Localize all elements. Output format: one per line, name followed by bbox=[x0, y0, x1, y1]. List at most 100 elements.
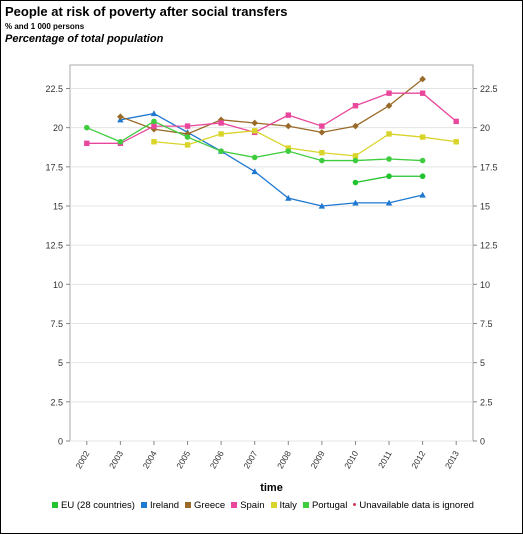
legend-item-greece: Greece bbox=[185, 500, 225, 511]
data-point-portugal bbox=[419, 157, 426, 164]
data-point-ireland bbox=[352, 199, 359, 206]
x-tick-label: 2002 bbox=[73, 449, 91, 471]
y-tick-label-right: 12.5 bbox=[480, 241, 498, 251]
y-tick-label: 7.5 bbox=[50, 319, 63, 329]
legend-item-italy: Italy bbox=[270, 500, 297, 511]
chart-subtitle: % and 1 000 persons bbox=[5, 22, 85, 31]
data-point-greece bbox=[251, 119, 259, 127]
y-tick-label: 5 bbox=[58, 358, 63, 368]
x-tick-label: 2012 bbox=[409, 449, 427, 471]
data-point-ireland bbox=[285, 194, 292, 201]
data-point-portugal bbox=[218, 148, 224, 154]
y-tick-label: 20 bbox=[53, 123, 63, 133]
chart-title: People at risk of poverty after social t… bbox=[5, 4, 288, 19]
legend-swatch bbox=[185, 502, 192, 508]
y-tick-label-right: 7.5 bbox=[480, 319, 493, 329]
chart-legend: EU (28 countries) Ireland Greece Spain Italy… bbox=[0, 500, 523, 511]
data-point-eu-28-countries bbox=[386, 173, 392, 180]
data-point-eu-28-countries bbox=[352, 179, 359, 186]
data-point-greece bbox=[284, 122, 292, 130]
data-point-spain bbox=[184, 123, 191, 129]
x-tick-label: 2007 bbox=[241, 449, 259, 471]
legend-note: Unavailable data is ignored bbox=[353, 500, 474, 511]
legend-swatch bbox=[302, 502, 309, 508]
legend-swatch bbox=[270, 502, 277, 508]
data-point-spain bbox=[151, 123, 157, 129]
data-point-italy bbox=[386, 131, 392, 137]
y-tick-label-right: 2.5 bbox=[480, 397, 493, 407]
legend-swatch bbox=[231, 502, 238, 508]
data-point-italy bbox=[218, 131, 224, 137]
legend-label: Spain bbox=[240, 500, 265, 511]
data-point-greece bbox=[184, 130, 191, 138]
data-point-portugal bbox=[319, 157, 325, 164]
x-tick-label: 2003 bbox=[107, 449, 125, 471]
data-point-spain bbox=[285, 112, 291, 118]
y-tick-label: 2.5 bbox=[50, 397, 63, 407]
data-point-italy bbox=[285, 145, 291, 151]
x-tick-label: 2013 bbox=[443, 449, 461, 471]
y-tick-label: 0 bbox=[58, 437, 63, 447]
x-axis-title: time bbox=[260, 482, 283, 494]
data-point-greece bbox=[419, 75, 426, 83]
plot-area bbox=[69, 64, 474, 442]
y-tick-label-right: 5 bbox=[480, 358, 485, 368]
data-point-italy bbox=[252, 128, 258, 134]
data-point-portugal bbox=[184, 134, 191, 140]
legend-label: Italy bbox=[279, 500, 297, 511]
data-point-italy bbox=[419, 134, 426, 140]
y-tick-label: 22.5 bbox=[45, 84, 63, 94]
data-point-greece bbox=[385, 102, 393, 110]
x-tick-label: 2009 bbox=[308, 449, 326, 471]
data-point-eu-28-countries bbox=[419, 173, 426, 180]
x-tick-label: 2005 bbox=[174, 449, 192, 471]
series-line-ireland bbox=[120, 112, 423, 207]
legend-item-eu-28-countries: EU (28 countries) bbox=[52, 500, 135, 511]
data-point-italy bbox=[453, 139, 459, 145]
legend-label: Greece bbox=[194, 500, 226, 511]
data-point-portugal bbox=[251, 154, 258, 161]
data-point-portugal bbox=[83, 124, 90, 131]
y-tick-label: 12.5 bbox=[45, 241, 63, 251]
data-point-spain bbox=[352, 103, 359, 109]
data-point-portugal bbox=[352, 157, 359, 164]
y-tick-label-right: 17.5 bbox=[480, 162, 498, 172]
chart-measure: Percentage of total population bbox=[5, 33, 164, 45]
data-point-ireland bbox=[318, 202, 326, 209]
data-point-ireland bbox=[251, 168, 258, 175]
data-point-spain bbox=[419, 90, 426, 96]
legend-item-spain: Spain bbox=[231, 500, 265, 511]
y-tick-label-right: 22.5 bbox=[480, 84, 498, 94]
x-tick-label: 2004 bbox=[141, 449, 159, 471]
x-tick-label: 2006 bbox=[208, 449, 226, 471]
series-line-spain bbox=[86, 92, 457, 144]
legend-note-text: Unavailable data is ignored bbox=[359, 500, 474, 511]
legend-swatch bbox=[52, 502, 59, 508]
data-point-portugal bbox=[285, 148, 292, 154]
y-tick-label-right: 10 bbox=[480, 280, 490, 290]
data-point-italy bbox=[151, 139, 157, 145]
legend-item-portugal: Portugal bbox=[302, 500, 348, 511]
data-point-portugal bbox=[151, 118, 157, 125]
x-tick-label: 2008 bbox=[275, 449, 293, 471]
data-point-italy bbox=[184, 142, 191, 148]
data-point-spain bbox=[453, 118, 459, 125]
data-point-greece bbox=[352, 122, 359, 130]
legend-swatch bbox=[140, 502, 147, 508]
y-tick-label: 10 bbox=[53, 280, 63, 290]
legend-item-ireland: Ireland bbox=[140, 500, 179, 511]
data-point-greece bbox=[318, 129, 326, 136]
y-tick-label: 15 bbox=[53, 202, 63, 212]
data-point-portugal bbox=[117, 138, 124, 145]
legend-label: EU (28 countries) bbox=[61, 500, 135, 511]
data-point-italy bbox=[319, 150, 325, 156]
y-tick-label-right: 20 bbox=[480, 123, 490, 133]
data-point-greece bbox=[117, 113, 124, 120]
x-tick-label: 2010 bbox=[342, 449, 360, 471]
series-line-greece bbox=[120, 78, 424, 135]
data-point-spain bbox=[84, 140, 90, 147]
y-tick-label-right: 15 bbox=[480, 202, 490, 212]
legend-label: Portugal bbox=[311, 500, 348, 511]
data-point-spain bbox=[218, 120, 224, 126]
